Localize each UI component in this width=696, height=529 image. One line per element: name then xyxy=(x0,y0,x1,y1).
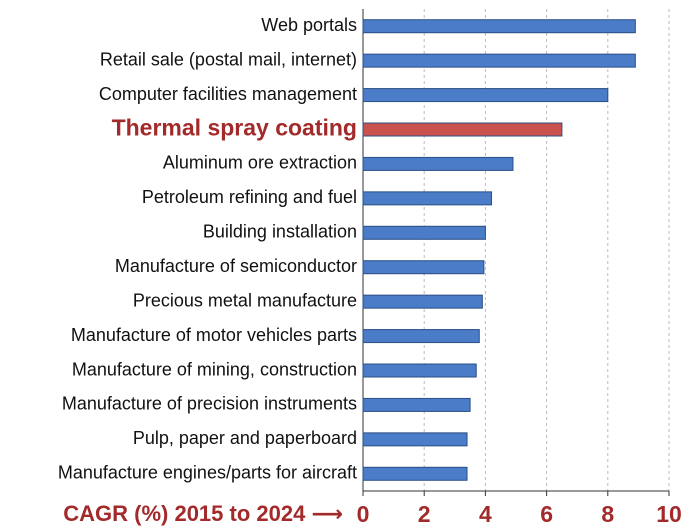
x-axis-label: CAGR (%) 2015 to 2024 ⟶ xyxy=(63,501,343,526)
y-tick-label: Web portals xyxy=(261,15,357,35)
bar xyxy=(362,88,609,103)
y-tick-label: Retail sale (postal mail, internet) xyxy=(100,49,357,69)
bar xyxy=(362,432,468,447)
x-tick-label: 4 xyxy=(479,501,492,527)
bar xyxy=(362,397,471,412)
bar xyxy=(362,363,477,378)
y-tick-label: Manufacture of precision instruments xyxy=(62,394,357,414)
bar xyxy=(362,19,636,34)
bar xyxy=(362,191,493,206)
bar xyxy=(362,53,636,68)
y-tick-label: Petroleum refining and fuel xyxy=(142,187,357,207)
x-tick-label: 0 xyxy=(357,501,370,527)
bar xyxy=(362,122,563,137)
y-tick-label: Precious metal manufacture xyxy=(133,290,357,310)
x-tick-label: 6 xyxy=(540,501,553,527)
x-tick-label: 8 xyxy=(601,501,614,527)
y-tick-label: Computer facilities management xyxy=(99,84,357,104)
bar xyxy=(362,329,480,344)
y-tick-label: Pulp, paper and paperboard xyxy=(133,428,357,448)
bar xyxy=(362,466,468,481)
y-tick-label: Manufacture of mining, construction xyxy=(72,359,357,379)
y-tick-label: Manufacture of semiconductor xyxy=(115,256,357,276)
x-tick-label: 2 xyxy=(418,501,431,527)
bar xyxy=(362,294,483,309)
y-tick-label: Building installation xyxy=(203,222,357,242)
bar xyxy=(362,156,514,171)
y-tick-label: Manufacture of motor vehicles parts xyxy=(71,325,357,345)
y-tick-label: Aluminum ore extraction xyxy=(163,153,357,173)
y-tick-label: Manufacture engines/parts for aircraft xyxy=(58,463,357,483)
bar xyxy=(362,225,486,240)
bar xyxy=(362,260,485,275)
x-tick-label: 10 xyxy=(656,501,682,527)
y-tick-label: Thermal spray coating xyxy=(112,115,357,141)
